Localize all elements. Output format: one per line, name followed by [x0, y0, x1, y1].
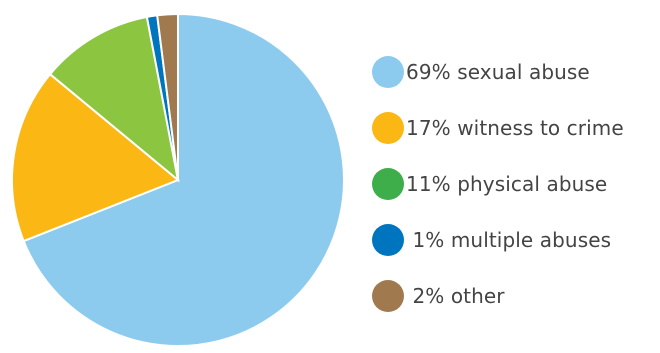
legend-item-witness-to-crime: 17% witness to crime	[372, 100, 657, 156]
legend-item-multiple-abuses: 1% multiple abuses	[372, 212, 657, 268]
pie-slice-physical-abuse	[48, 15, 180, 183]
legend-label: 11% physical abuse	[406, 172, 608, 196]
legend-swatch	[372, 168, 404, 200]
legend: 69% sexual abuse 17% witness to crime 11…	[372, 44, 657, 324]
legend-label: 69% sexual abuse	[406, 60, 590, 84]
legend-swatch	[372, 224, 404, 256]
pie-slice-other	[156, 12, 179, 181]
legend-label: 17% witness to crime	[406, 116, 624, 140]
legend-label: 1% multiple abuses	[406, 228, 612, 252]
pie-slice-sexual-abuse	[22, 12, 345, 347]
legend-item-other: 2% other	[372, 268, 657, 324]
legend-swatch	[372, 280, 404, 312]
legend-item-sexual-abuse: 69% sexual abuse	[372, 44, 657, 100]
pie-slice-witness-to-crime	[11, 72, 180, 243]
legend-swatch	[372, 112, 404, 144]
legend-swatch	[372, 56, 404, 88]
legend-label: 2% other	[406, 284, 505, 308]
pie-plot	[11, 12, 345, 347]
legend-item-physical-abuse: 11% physical abuse	[372, 156, 657, 212]
